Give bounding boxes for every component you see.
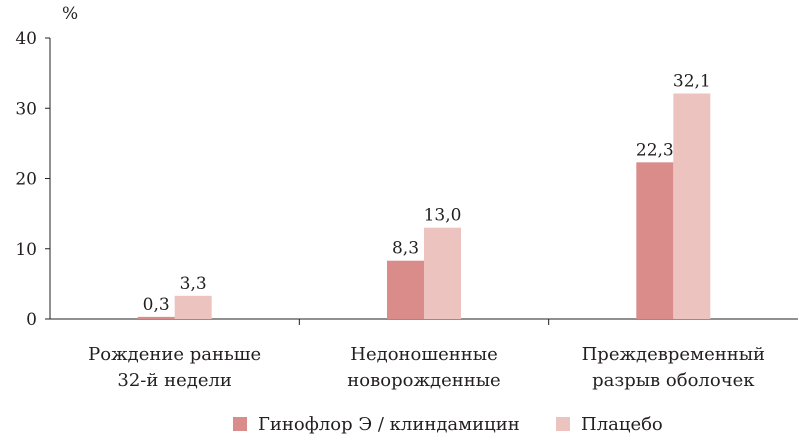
data-label: 32,1 [673,71,711,91]
data-label: 0,3 [143,295,170,315]
data-label: 8,3 [392,239,419,259]
y-tick-label: 0 [26,310,37,330]
axes: 0 10 20 30 40 Рождение раньше 32-й недели Недон… [15,29,798,391]
data-label: 3,3 [180,274,207,294]
bar [673,93,711,319]
y-tick-label: 30 [15,99,37,119]
category-label: новорожденные [347,370,500,391]
bar [636,162,674,319]
data-labels: 0,3 8,3 22,3 3,3 13,0 32,1 [143,71,711,314]
y-tick-label: 10 [15,240,37,260]
bar [174,295,212,319]
data-label: 22,3 [636,140,674,160]
y-tick-label: 20 [15,170,37,190]
legend-swatch [556,417,570,431]
bars [137,93,711,319]
category-label: Недоношенные [350,344,497,365]
legend: Гинофлор Э / клиндамицин Плацебо [233,414,663,435]
bar [387,260,424,319]
data-label: 13,0 [424,206,462,226]
category-label: 32-й недели [117,370,232,391]
bar [137,316,175,319]
y-axis-unit: % [62,4,78,24]
legend-label: Гинофлор Э / клиндамицин [258,414,520,435]
legend-swatch [233,417,247,431]
legend-label: Плацебо [581,414,663,435]
category-label: Преждевременный [582,344,765,365]
y-tick-label: 40 [15,29,37,49]
category-label: Рождение раньше [88,344,261,365]
bar [424,227,461,319]
category-label: разрыв оболочек [592,370,755,391]
